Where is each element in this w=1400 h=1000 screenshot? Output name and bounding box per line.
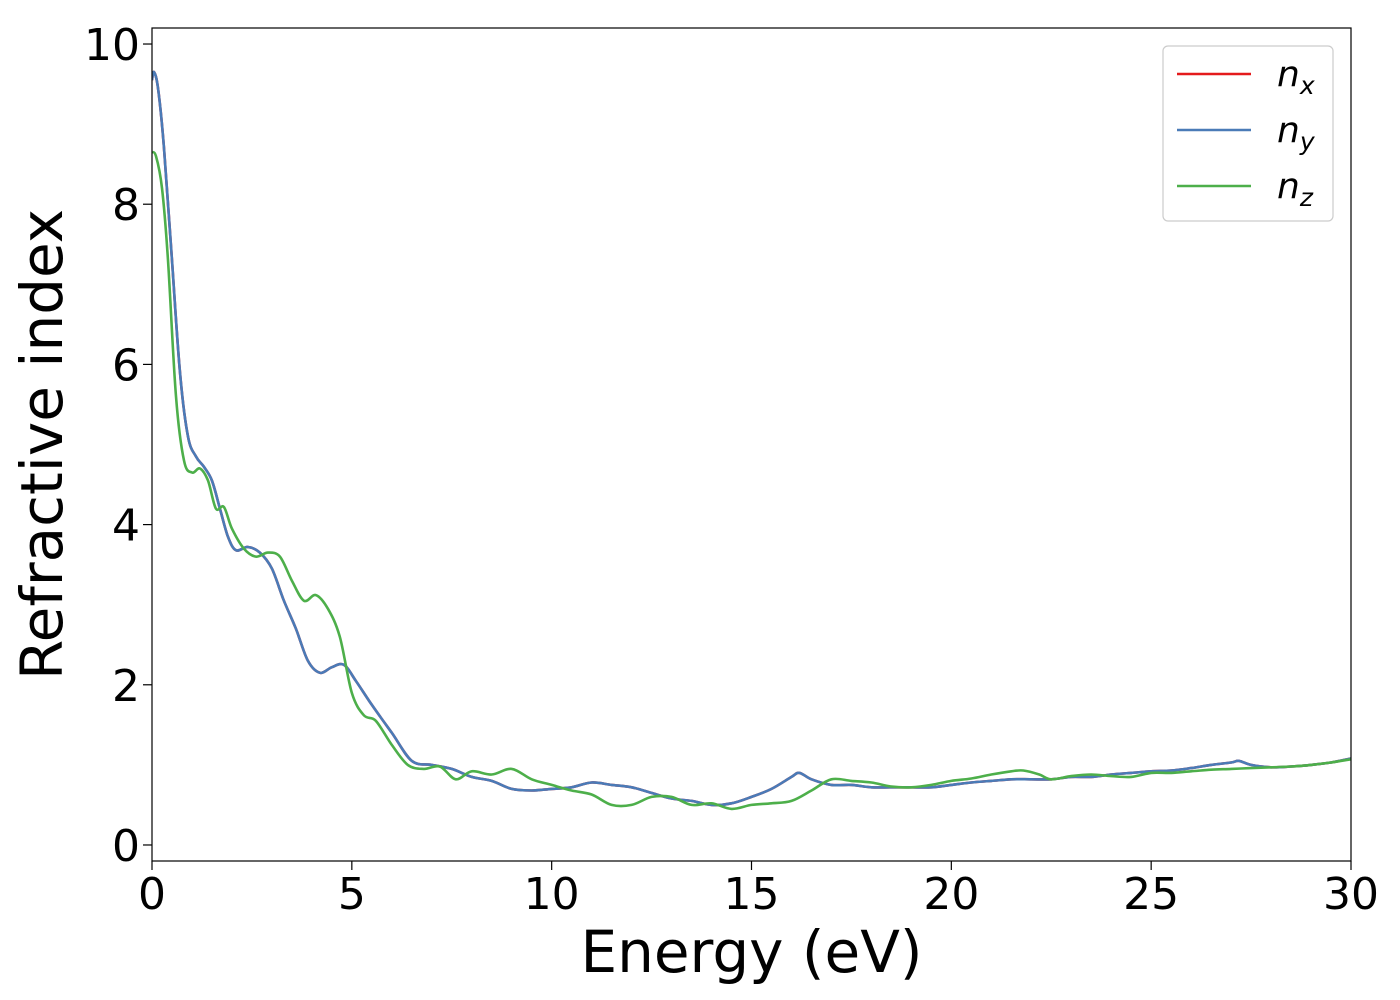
y-tick-label: 8 [112, 180, 140, 231]
y-tick-label: 0 [112, 821, 140, 872]
x-tick-label: 15 [724, 869, 780, 920]
y-tick-label: 6 [112, 340, 140, 391]
legend-box [1162, 45, 1334, 222]
y-axis-title: Refractive index [8, 209, 76, 680]
y-tick-label: 2 [112, 661, 140, 712]
x-tick-label: 5 [338, 869, 366, 920]
legend-entry-z: nz [1277, 166, 1314, 212]
legend: nx ny nz [1162, 45, 1334, 222]
legend-entry-x: nx [1277, 54, 1315, 100]
x-tick-label: 25 [1123, 869, 1179, 920]
x-axis-title: Energy (eV) [580, 918, 922, 986]
x-axis-ticks: 0 5 10 15 20 25 30 [138, 861, 1379, 920]
x-tick-label: 10 [524, 869, 580, 920]
series-line-y [152, 70, 1351, 807]
plot-lines [152, 70, 1351, 811]
x-tick-label: 30 [1323, 869, 1379, 920]
y-tick-label: 10 [84, 20, 140, 71]
x-tick-label: 20 [923, 869, 979, 920]
series-line-z [152, 150, 1351, 811]
x-tick-label: 0 [138, 869, 166, 920]
legend-entry-y: ny [1277, 110, 1316, 156]
y-tick-label: 4 [112, 501, 140, 552]
y-axis-ticks: 0 2 4 6 8 10 [84, 20, 152, 872]
